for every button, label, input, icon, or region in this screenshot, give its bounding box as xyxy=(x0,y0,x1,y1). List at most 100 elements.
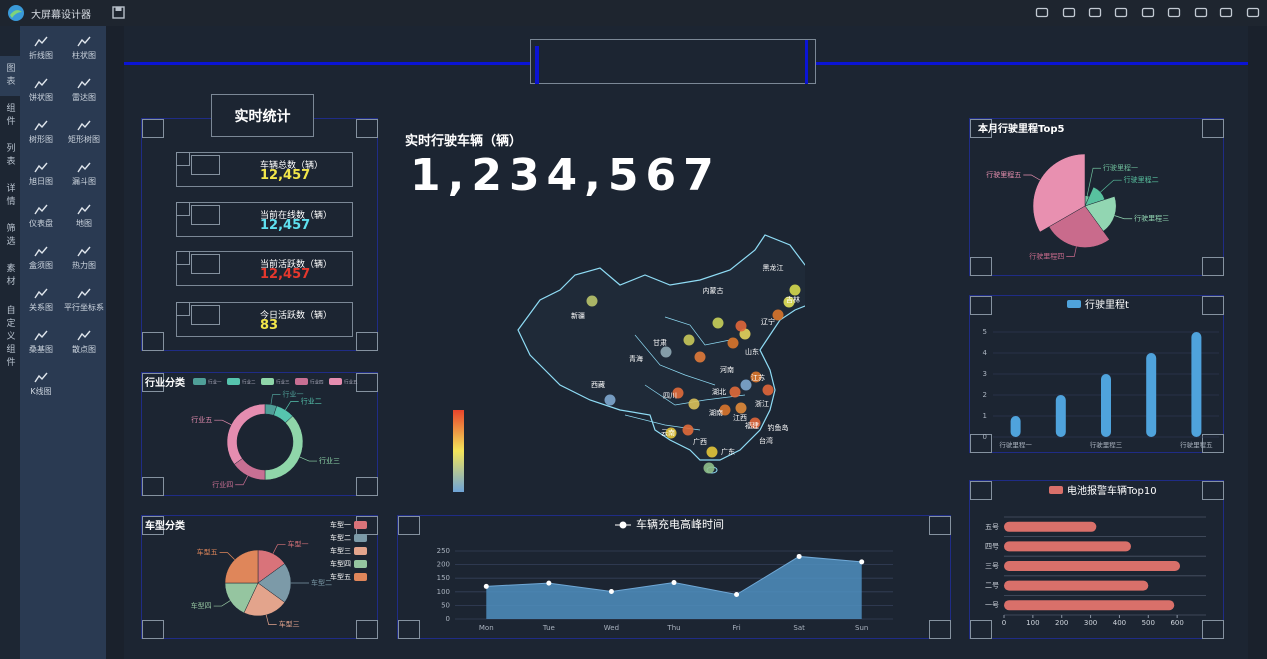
province-label: 青海 xyxy=(629,354,643,363)
province-label: 湖北 xyxy=(712,387,726,396)
toolbar-icon[interactable] xyxy=(1114,6,1128,20)
map-point xyxy=(665,427,677,439)
palette-label[interactable]: 折线图 xyxy=(29,51,53,60)
palette-label[interactable]: 旭日图 xyxy=(29,177,53,186)
map-point xyxy=(772,309,784,321)
palette-icon[interactable] xyxy=(34,35,48,47)
image-placeholder xyxy=(970,481,992,500)
icon-shape xyxy=(77,204,91,215)
palette-label[interactable]: 盒须图 xyxy=(29,261,53,270)
toolbar-icon[interactable] xyxy=(1035,6,1049,20)
leader-line xyxy=(1023,174,1041,181)
stat-card: 车辆总数（辆） 12,457 xyxy=(176,152,353,187)
image-placeholder xyxy=(142,119,164,138)
leader-line xyxy=(285,401,299,411)
icon-shape xyxy=(34,288,48,299)
image-placeholder xyxy=(356,373,378,392)
image-placeholder xyxy=(356,620,378,639)
palette-icon[interactable] xyxy=(77,119,91,131)
palette-label[interactable]: 平行坐标系 xyxy=(64,303,104,312)
sidebar-tab[interactable]: 图表 xyxy=(0,56,20,96)
palette-icon[interactable] xyxy=(34,119,48,131)
map-point xyxy=(683,334,695,346)
chart-panel xyxy=(969,480,1224,639)
palette-icon[interactable] xyxy=(34,77,48,89)
stat-label: 车辆总数（辆） xyxy=(260,161,324,171)
sidebar-tab[interactable]: 筛选 xyxy=(4,223,15,249)
icon-shape xyxy=(1114,7,1128,18)
x-tick-label: Thu xyxy=(666,624,680,632)
y-tick-label: 二号 xyxy=(985,582,999,590)
province-label: 甘肃 xyxy=(653,338,667,347)
sidebar-tab[interactable]: 组件 xyxy=(4,103,15,129)
palette-icon[interactable] xyxy=(77,203,91,215)
sidebar-tab[interactable]: 详情 xyxy=(4,183,15,209)
legend-label: 车型四 xyxy=(330,559,351,568)
image-placeholder xyxy=(176,251,190,265)
toolbar-icon[interactable] xyxy=(1246,6,1260,20)
palette-label[interactable]: 地图 xyxy=(76,219,92,228)
map-point xyxy=(586,295,598,307)
sidebar-tab[interactable]: 素材 xyxy=(4,263,15,289)
province-label: 浙江 xyxy=(755,399,769,408)
palette-label[interactable]: 关系图 xyxy=(29,303,53,312)
palette-icon[interactable] xyxy=(77,161,91,173)
toolbar-icon[interactable] xyxy=(1219,6,1233,20)
save-button[interactable] xyxy=(112,6,125,19)
leader-line xyxy=(1100,179,1122,193)
palette-icon[interactable] xyxy=(77,287,91,299)
sidebar-tab[interactable]: 列表 xyxy=(4,143,15,169)
province-label: 辽宁 xyxy=(761,317,775,326)
slice-label: 行业四 xyxy=(212,480,233,489)
palette-icon[interactable] xyxy=(77,35,91,47)
map-point xyxy=(672,387,684,399)
slice xyxy=(224,549,259,584)
palette-label[interactable]: 饼状图 xyxy=(29,93,53,102)
image-placeholder xyxy=(970,434,992,453)
palette-icon[interactable] xyxy=(34,245,48,257)
toolbar-icon[interactable] xyxy=(1088,6,1102,20)
palette-icon[interactable] xyxy=(77,245,91,257)
x-tick-label: 行驶里程五 xyxy=(1180,440,1213,449)
toolbar-icon[interactable] xyxy=(1167,6,1181,20)
icon-shape xyxy=(1219,7,1233,18)
toolbar-icon[interactable] xyxy=(1194,6,1208,20)
x-tick-label: Fri xyxy=(732,624,740,632)
icon-shape xyxy=(77,330,91,341)
toolbar-icon[interactable] xyxy=(1062,6,1076,20)
palette-label[interactable]: 矩形树图 xyxy=(68,135,100,144)
palette-label[interactable]: 树形图 xyxy=(29,135,53,144)
palette-label[interactable]: 雷达图 xyxy=(72,93,96,102)
slice-label: 行驶里程二 xyxy=(1124,175,1159,184)
slice-label: 行驶里程四 xyxy=(1029,251,1064,260)
palette-icon[interactable] xyxy=(34,371,48,383)
toolbar-icon[interactable] xyxy=(1141,6,1155,20)
palette-label[interactable]: 桑基图 xyxy=(29,345,53,354)
map-point xyxy=(719,404,731,416)
leader-line xyxy=(1114,215,1133,220)
palette-label[interactable]: 散点图 xyxy=(72,345,96,354)
x-tick-label: 100 xyxy=(1026,619,1039,627)
palette-label[interactable]: 热力图 xyxy=(72,261,96,270)
palette-icon[interactable] xyxy=(34,329,48,341)
bar xyxy=(1004,600,1175,611)
palette-label[interactable]: K线图 xyxy=(30,387,52,396)
palette-icon[interactable] xyxy=(77,329,91,341)
province-label: 湖南 xyxy=(709,408,723,417)
legend-swatch xyxy=(295,378,308,385)
palette-icon[interactable] xyxy=(34,203,48,215)
chart-title: 本月行驶里程Top5 xyxy=(978,122,1065,135)
palette-icon[interactable] xyxy=(77,77,91,89)
sidebar-tab[interactable]: 自定义组件 xyxy=(4,304,15,370)
palette-icon[interactable] xyxy=(34,287,48,299)
image-placeholder xyxy=(970,620,992,639)
header-widget[interactable] xyxy=(530,39,816,84)
counter-value: 1,234,567 xyxy=(410,150,721,201)
palette-icon[interactable] xyxy=(34,161,48,173)
stat-value: 12,457 xyxy=(260,168,311,183)
palette-label[interactable]: 柱状图 xyxy=(72,51,96,60)
palette-label[interactable]: 漏斗图 xyxy=(72,177,96,186)
y-tick-label: 四号 xyxy=(985,542,999,550)
palette-label[interactable]: 仪表盘 xyxy=(29,219,53,228)
map-point xyxy=(688,398,700,410)
